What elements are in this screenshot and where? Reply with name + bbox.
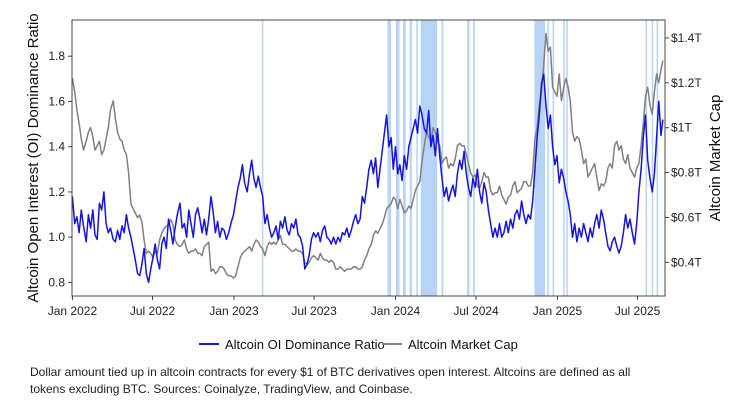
highlight-band-9	[472, 20, 475, 296]
highlight-band-14	[566, 20, 568, 296]
footnote-line-2: tokens excluding BTC. Sources: Coinalyze…	[30, 382, 413, 396]
y2-axis-title: Altcoin Market Cap	[707, 95, 724, 222]
footnote-line-1: Dollar amount tied up in altcoin contrac…	[30, 365, 631, 379]
series-line-market-cap	[71, 32, 664, 279]
legend: Altcoin OI Dominance Ratio Altcoin Marke…	[199, 337, 518, 352]
y-tick-label-1: 1.0	[48, 230, 65, 244]
x-tick-label-4: Jan 2024	[371, 304, 421, 318]
y2-tick-label-0: $0.4T	[671, 255, 702, 269]
footnote: Dollar amount tied up in altcoin contrac…	[30, 364, 670, 398]
series-lines	[71, 32, 664, 284]
x-tick-label-0: Jan 2022	[48, 304, 98, 318]
highlight-band-11	[547, 20, 549, 296]
highlight-band-2	[395, 20, 400, 296]
highlight-band-7	[441, 20, 444, 296]
x-tick-label-7: Jul 2025	[615, 304, 661, 318]
x-tick-label-1: Jul 2022	[130, 304, 176, 318]
y-tick-label-0: 0.8	[48, 275, 65, 289]
highlight-band-15	[645, 20, 648, 296]
x-tick-label-6: Jan 2025	[533, 304, 583, 318]
highlight-band-13	[563, 20, 565, 296]
y2-tick-label-2: $0.8T	[671, 166, 702, 180]
highlight-band-17	[656, 20, 659, 296]
highlight-band-5	[416, 20, 418, 296]
y-tick-label-3: 1.4	[48, 140, 65, 154]
y-tick-label-2: 1.2	[48, 185, 65, 199]
legend-label-market-cap: Altcoin Market Cap	[408, 337, 518, 352]
plot-frame	[71, 19, 666, 297]
y-tick-label-5: 1.8	[48, 49, 65, 63]
y2-tick-label-3: $1T	[671, 121, 692, 135]
x-axis: Jan 2022 Jul 2022 Jan 2023 Jul 2023 Jan 2024…	[48, 296, 661, 318]
y-axis-title: Altcoin Open Interest (OI) Dominance Rat…	[25, 13, 42, 302]
highlight-band-6	[420, 20, 438, 296]
x-tick-label-5: Jul 2024	[453, 304, 499, 318]
highlight-band-4	[409, 20, 412, 296]
y2-tick-label-5: $1.4T	[671, 31, 702, 45]
series-line-oi-ratio	[71, 73, 664, 284]
y2-tick-label-4: $1.2T	[671, 76, 702, 90]
dual-axis-line-chart: Jan 2022 Jul 2022 Jan 2023 Jul 2023 Jan 2024…	[25, 13, 724, 352]
highlight-band-10	[534, 20, 546, 296]
highlight-band-16	[651, 20, 654, 296]
y-tick-label-4: 1.6	[48, 94, 65, 108]
y2-tick-label-1: $0.6T	[671, 210, 702, 224]
x-tick-label-2: Jan 2023	[209, 304, 259, 318]
highlight-band-8	[467, 20, 470, 296]
x-tick-label-3: Jul 2023	[291, 304, 337, 318]
y-axis-left: 0.8 1.0 1.2 1.4 1.6 1.8	[48, 49, 72, 289]
y-axis-right: $0.4T $0.6T $0.8T $1T $1.2T $1.4T	[665, 31, 702, 269]
legend-label-oi-ratio: Altcoin OI Dominance Ratio	[225, 337, 385, 352]
highlight-band-1	[387, 20, 392, 296]
highlight-band-0	[261, 20, 264, 296]
